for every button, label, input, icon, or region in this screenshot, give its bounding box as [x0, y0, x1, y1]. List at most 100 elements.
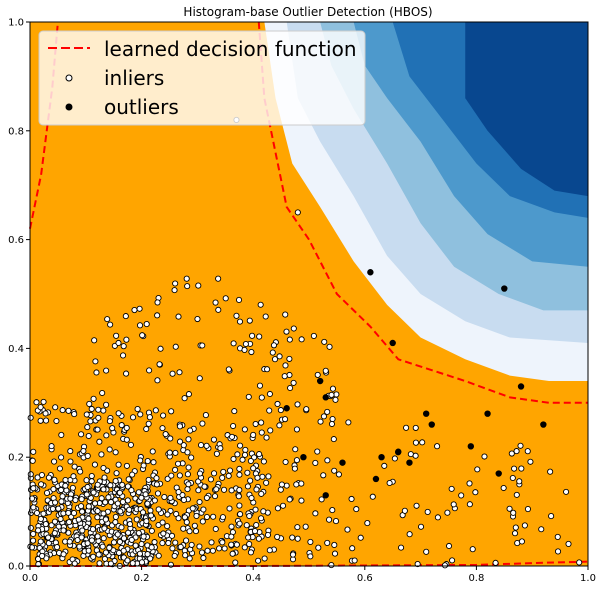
- inlier-point: [137, 457, 144, 464]
- inlier-point: [127, 441, 134, 448]
- inlier-point: [94, 514, 101, 521]
- inlier-point: [386, 479, 393, 487]
- inlier-point: [67, 495, 74, 502]
- inlier-point: [134, 406, 141, 413]
- inlier-point: [328, 562, 335, 569]
- inlier-point: [119, 498, 126, 506]
- inlier-point: [133, 516, 140, 523]
- inlier-point: [129, 560, 136, 567]
- inlier-point: [315, 544, 322, 551]
- inlier-point: [200, 506, 207, 513]
- inlier-point: [124, 497, 131, 504]
- inlier-point: [199, 518, 206, 525]
- inlier-point: [39, 552, 46, 559]
- legend: learned decision function inliers outlie…: [38, 30, 366, 126]
- inlier-point: [30, 448, 37, 455]
- inlier-point: [57, 515, 64, 523]
- inlier-point: [180, 496, 187, 503]
- inlier-point: [95, 551, 102, 558]
- inlier-point: [196, 470, 204, 477]
- inlier-point: [184, 449, 191, 456]
- inlier-point: [518, 538, 526, 545]
- inlier-point: [298, 336, 305, 343]
- inlier-point: [250, 431, 257, 438]
- legend-outlier-marker: [65, 103, 73, 111]
- inlier-point: [246, 512, 253, 520]
- inlier-point: [123, 436, 130, 443]
- inlier-point: [524, 448, 531, 455]
- inlier-point: [67, 448, 74, 455]
- inlier-point: [228, 541, 235, 548]
- y-tick-label: 1.0: [8, 18, 24, 29]
- inlier-point: [107, 321, 114, 328]
- inlier-point: [252, 420, 259, 428]
- x-tick-label: 0.2: [134, 573, 150, 584]
- inlier-point: [258, 419, 265, 426]
- outlier-point: [339, 459, 346, 466]
- inlier-point: [186, 555, 193, 562]
- inlier-point: [314, 371, 321, 378]
- inlier-point: [320, 413, 327, 420]
- inlier-point: [349, 545, 356, 552]
- inlier-point: [243, 522, 250, 529]
- inlier-point: [171, 287, 178, 294]
- inlier-point: [100, 407, 107, 414]
- outlier-point: [501, 285, 508, 292]
- axes: 0.0 0.2 0.4 0.6 0.8 1.0 0.0 0.2 0.4 0.6 0.8 1.0: [8, 18, 596, 585]
- contour-band-6: [465, 22, 588, 197]
- inlier-point: [328, 391, 335, 398]
- inlier-point: [324, 408, 331, 415]
- y-tick-label: 0.8: [8, 126, 24, 137]
- inlier-point: [434, 514, 441, 521]
- inlier-point: [322, 367, 329, 374]
- outlier-point: [283, 405, 290, 412]
- inlier-point: [292, 446, 299, 453]
- inlier-point: [212, 525, 219, 533]
- inlier-point: [112, 449, 119, 456]
- inlier-point: [40, 398, 47, 405]
- inlier-point: [228, 433, 236, 440]
- inlier-point: [135, 489, 142, 496]
- inlier-point: [95, 406, 102, 413]
- inlier-point: [229, 550, 236, 557]
- axes-frame: [29, 21, 589, 567]
- inlier-point: [210, 436, 217, 443]
- inlier-point: [262, 313, 269, 320]
- inlier-point: [219, 474, 226, 481]
- inlier-point: [286, 496, 293, 503]
- inlier-point: [474, 466, 481, 473]
- inlier-point: [89, 526, 96, 533]
- inlier-point: [136, 322, 144, 329]
- outlier-point: [316, 377, 324, 385]
- inlier-point: [144, 500, 151, 507]
- inlier-point: [527, 458, 534, 465]
- inlier-point: [445, 542, 453, 550]
- inlier-point: [180, 442, 187, 449]
- inlier-point: [511, 530, 519, 537]
- inlier-point: [282, 416, 289, 423]
- inlier-point: [203, 442, 210, 449]
- inlier-point: [512, 524, 519, 531]
- inlier-point: [258, 490, 265, 497]
- inlier-point: [290, 379, 297, 386]
- inlier-point: [71, 463, 78, 470]
- inlier-point: [226, 505, 233, 512]
- inlier-point: [213, 486, 220, 493]
- inlier-point: [276, 353, 283, 360]
- inlier-point: [312, 459, 319, 467]
- inlier-point: [466, 501, 473, 508]
- inlier-point: [517, 442, 524, 449]
- inlier-point: [38, 471, 45, 479]
- inlier-point: [258, 429, 265, 436]
- inlier-point: [51, 530, 58, 537]
- inlier-point: [65, 407, 72, 414]
- inlier-point: [37, 417, 44, 424]
- inlier-point: [269, 349, 276, 356]
- legend-inlier-label: inliers: [104, 66, 164, 90]
- inlier-point: [168, 408, 175, 415]
- inlier-point: [277, 407, 284, 414]
- inlier-point: [166, 449, 173, 456]
- outlier-point: [378, 454, 385, 461]
- inlier-point: [353, 506, 360, 513]
- inlier-point: [289, 534, 296, 541]
